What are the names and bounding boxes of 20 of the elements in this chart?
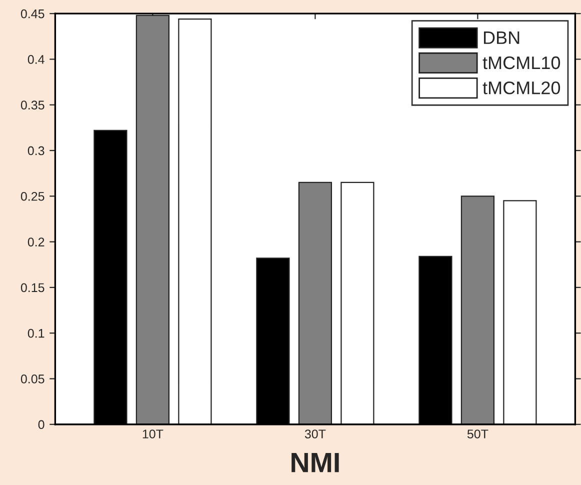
y-tick-label: 0.35 (20, 100, 44, 110)
x-tick-label: 30T (304, 430, 326, 438)
y-tick-label: 0.45 (20, 9, 44, 18)
bar (298, 182, 332, 424)
y-tick-label: 0.3 (28, 146, 44, 156)
x-tick-label: 10T (142, 430, 164, 438)
y-tick-label: 0.1 (28, 328, 44, 338)
legend-label: tMCML10 (482, 56, 560, 70)
y-tick-label: 0 (38, 420, 44, 430)
legend-label: tMCML20 (482, 82, 560, 94)
y-tick-label: 0.25 (20, 192, 44, 201)
y-tick-label: 0.4 (28, 55, 44, 64)
x-axis-title: NMI (292, 453, 339, 472)
bar (460, 196, 494, 424)
bar (136, 14, 170, 424)
y-tick-label: 0.2 (28, 238, 44, 246)
y-tick-label: 0.15 (20, 283, 44, 292)
y-tick-label: 0.05 (20, 374, 44, 384)
legend-label: DBN (484, 31, 520, 44)
x-tick-label: 50T (467, 430, 488, 438)
